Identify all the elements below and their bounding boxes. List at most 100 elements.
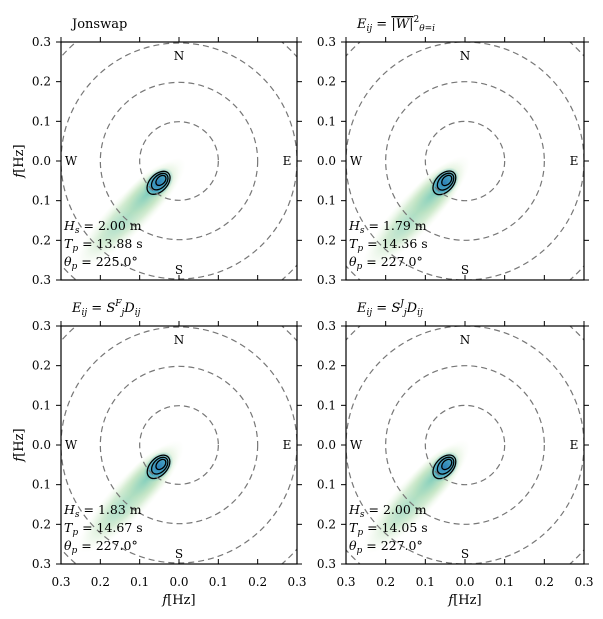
plot-area: [346, 42, 584, 280]
stat-hs: Hs = 1.83 m: [63, 502, 142, 520]
panel-1: 0.3 0.2 0.1 0.0 0.1 0.2 0.3 N S W E Jonswap Hs = 2.0…: [12, 17, 302, 287]
compass-east: E: [283, 154, 292, 168]
x-tick-label: 0.3: [287, 575, 306, 589]
x-tick-label: 0.1: [495, 575, 514, 589]
y-tick-label: 0.2: [32, 359, 51, 373]
y-tick-label: 0.0: [317, 438, 336, 452]
stat-tp: Tp = 14.67 s: [64, 520, 143, 538]
contour-line: [146, 454, 171, 480]
stat-thetap: θp = 227.0°: [64, 538, 138, 556]
panel-3: 0.30.30.20.20.10.10.00.00.10.10.20.20.30…: [12, 299, 307, 608]
plot-area: [346, 326, 584, 564]
spread-core: [429, 451, 460, 483]
freq-ring: [424, 120, 506, 202]
stat-tp: Tp = 13.88 s: [64, 236, 143, 254]
x-tick-label: 0.3: [336, 575, 355, 589]
y-tick-label: 0.3: [317, 273, 336, 287]
stat-tp: Tp = 14.36 s: [349, 236, 428, 254]
y-tick-label: 0.1: [317, 194, 336, 208]
stat-thetap: θp = 225.0°: [64, 254, 138, 272]
x-tick-label: 0.1: [416, 575, 435, 589]
compass-north: N: [174, 333, 185, 347]
compass-east: E: [283, 438, 292, 452]
y-tick-label: 0.3: [317, 35, 336, 49]
y-tick-label: 0.0: [32, 154, 51, 168]
y-tick-label: 0.2: [317, 75, 336, 89]
y-tick-label: 0.2: [32, 517, 51, 531]
freq-ring: [139, 121, 219, 201]
x-tick-label: 0.1: [130, 575, 149, 589]
contour-line: [155, 458, 167, 471]
contour-line: [146, 170, 171, 195]
contour-line: [436, 456, 455, 475]
panel-4: 0.30.30.20.20.10.10.00.00.10.10.20.20.30…: [317, 299, 594, 608]
plot-area: [61, 42, 297, 280]
panel-2: 0.3 0.2 0.1 0.0 0.1 0.2 0.3 N S W E Eij = |W|2θ=i Hs…: [317, 15, 589, 287]
y-tick-label: 0.2: [317, 517, 336, 531]
compass-north: N: [174, 49, 185, 63]
compass-east: E: [570, 154, 579, 168]
y-tick-label: 0.0: [32, 438, 51, 452]
y-tick-label: 0.2: [32, 75, 51, 89]
compass-west: W: [65, 154, 78, 168]
x-tick-label: 0.0: [169, 575, 188, 589]
stat-hs: Hs = 2.00 m: [348, 502, 427, 520]
spread-core: [429, 167, 460, 199]
compass-east: E: [570, 438, 579, 452]
panels-layer: 0.3 0.2 0.1 0.0 0.1 0.2 0.3 N S W E Jonswap Hs = 2.0…: [12, 15, 594, 608]
compass-north: N: [460, 333, 471, 347]
y-tick-label: 0.3: [32, 557, 51, 571]
x-tick-label: 0.2: [248, 575, 267, 589]
x-tick-label: 0.1: [209, 575, 228, 589]
freq-ring: [99, 81, 259, 241]
compass-west: W: [65, 438, 78, 452]
y-tick-label: 0.1: [32, 194, 51, 208]
spread-core: [143, 167, 174, 198]
stat-hs: Hs = 2.00 m: [63, 218, 142, 236]
stat-hs: Hs = 1.79 m: [348, 218, 427, 236]
y-tick-label: 0.0: [317, 154, 336, 168]
spread-core: [143, 451, 174, 483]
x-axis-label: f[Hz]: [161, 593, 195, 608]
contour-line: [441, 458, 453, 471]
compass-south: S: [175, 547, 183, 561]
panel-title: Eij = SJjDij: [356, 299, 423, 318]
freq-ring: [139, 405, 219, 485]
contour-line: [432, 454, 457, 480]
contour-line: [441, 174, 453, 187]
contour-line: [436, 172, 455, 191]
stat-thetap: θp = 227.0°: [349, 538, 423, 556]
contour-line: [150, 456, 169, 475]
contour-line: [150, 172, 169, 191]
stat-tp: Tp = 14.05 s: [349, 520, 428, 538]
y-tick-label: 0.2: [32, 233, 51, 247]
compass-south: S: [175, 263, 183, 277]
panel-title: Eij = SFjDij: [71, 299, 141, 318]
x-tick-label: 0.3: [574, 575, 593, 589]
stat-thetap: θp = 227.0°: [349, 254, 423, 272]
compass-south: S: [461, 263, 469, 277]
y-tick-label: 0.3: [317, 319, 336, 333]
y-tick-label: 0.3: [32, 35, 51, 49]
freq-ring: [385, 365, 545, 525]
compass-south: S: [461, 547, 469, 561]
y-tick-label: 0.2: [317, 233, 336, 247]
compass-west: W: [350, 438, 363, 452]
y-tick-label: 0.1: [317, 114, 336, 128]
y-axis-label: f[Hz]: [12, 428, 27, 462]
panel-title: Eij = |W|2θ=i: [356, 15, 435, 34]
x-tick-label: 0.2: [376, 575, 395, 589]
y-tick-label: 0.1: [32, 398, 51, 412]
y-tick-label: 0.1: [317, 398, 336, 412]
y-tick-label: 0.3: [317, 557, 336, 571]
freq-ring: [385, 81, 545, 241]
compass-west: W: [350, 154, 363, 168]
freq-ring: [99, 365, 259, 525]
panel-title: Jonswap: [70, 17, 127, 32]
y-tick-label: 0.3: [32, 319, 51, 333]
contour-line: [155, 174, 167, 187]
x-tick-label: 0.2: [91, 575, 110, 589]
y-axis-label: f[Hz]: [12, 144, 27, 178]
freq-ring: [424, 404, 506, 486]
